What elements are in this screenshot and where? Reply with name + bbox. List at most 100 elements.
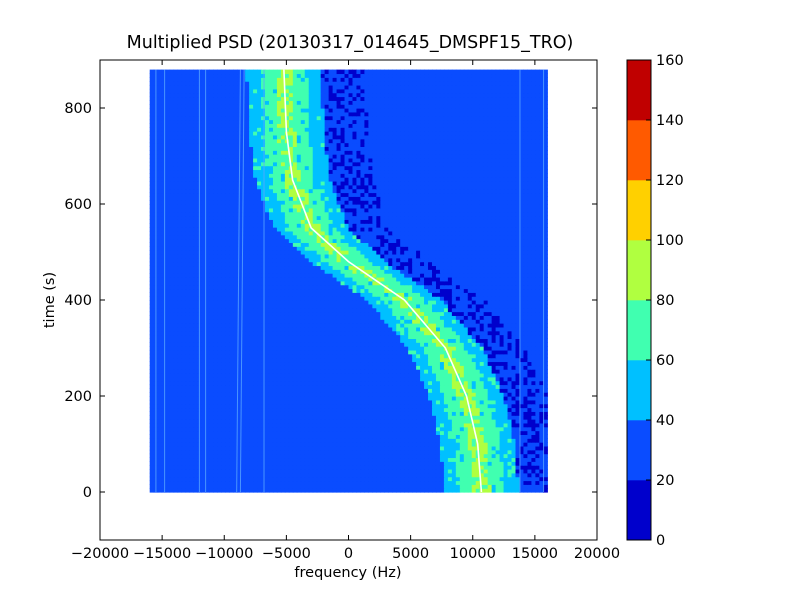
heatmap-cell [420, 369, 425, 374]
heatmap-cell [253, 438, 258, 443]
heatmap-cell [527, 346, 532, 351]
heatmap-cell [312, 488, 318, 493]
heatmap-cell [336, 415, 342, 420]
heatmap-cell [455, 472, 461, 478]
heatmap-cell [352, 376, 358, 382]
heatmap-cell [348, 323, 354, 328]
heatmap-cell [439, 307, 445, 313]
heatmap-cell [261, 334, 266, 339]
heatmap-cell [276, 449, 282, 455]
heatmap-cell [376, 323, 381, 328]
heatmap-cell [280, 422, 286, 428]
heatmap-cell [523, 476, 529, 482]
heatmap-cell [157, 380, 163, 386]
heatmap-cell [451, 403, 457, 409]
heatmap-cell [519, 357, 525, 363]
heatmap-cell [412, 300, 417, 305]
heatmap-cell [165, 419, 171, 424]
heatmap-cell [523, 442, 529, 447]
heatmap-cell [261, 430, 266, 435]
heatmap-cell [404, 468, 409, 474]
heatmap-cell [241, 449, 246, 455]
heatmap-cell [304, 392, 310, 397]
heatmap-cell [511, 480, 517, 485]
heatmap-cell [249, 376, 254, 382]
heatmap-cell [233, 369, 238, 374]
heatmap-cell [372, 422, 377, 428]
heatmap-cell [531, 319, 536, 324]
heatmap-cell [475, 415, 481, 420]
heatmap-cell [340, 457, 346, 462]
heatmap-cell [257, 415, 262, 420]
heatmap-cell [531, 426, 536, 432]
heatmap-cell [388, 388, 393, 393]
heatmap-cell [213, 361, 218, 366]
heatmap-cell [388, 361, 393, 366]
heatmap-cell [384, 407, 389, 412]
heatmap-cell [169, 323, 175, 328]
heatmap-cell [439, 376, 445, 382]
heatmap-cell [424, 468, 429, 474]
heatmap-cell [420, 303, 425, 309]
heatmap-cell [451, 303, 457, 309]
heatmap-cell [527, 457, 532, 462]
heatmap-cell [185, 422, 191, 428]
heatmap-cell [412, 438, 417, 443]
heatmap-cell [467, 342, 473, 347]
heatmap-cell [237, 422, 242, 428]
heatmap-cell [531, 338, 536, 343]
heatmap-cell [157, 357, 163, 363]
heatmap-cell [479, 338, 485, 343]
heatmap-cell [428, 468, 433, 474]
heatmap-cell [400, 434, 405, 439]
heatmap-cell [221, 326, 226, 332]
heatmap-cell [280, 449, 286, 455]
heatmap-cell [539, 357, 544, 363]
heatmap-cell [272, 353, 278, 359]
heatmap-cell [296, 342, 302, 347]
heatmap-cell [443, 326, 449, 332]
heatmap-cell [276, 369, 282, 374]
heatmap-cell [511, 488, 517, 493]
heatmap-cell [420, 380, 425, 386]
heatmap-cell [272, 453, 278, 459]
heatmap-cell [471, 300, 477, 305]
heatmap-cell [543, 399, 548, 405]
heatmap-cell [253, 349, 258, 355]
heatmap-cell [372, 453, 377, 459]
heatmap-cell [483, 396, 489, 401]
heatmap-cell [463, 372, 469, 378]
heatmap-cell [280, 453, 286, 459]
heatmap-cell [372, 330, 377, 336]
heatmap-cell [336, 434, 342, 439]
heatmap-cell [428, 472, 433, 478]
heatmap-cell [201, 346, 206, 351]
heatmap-cell [149, 323, 155, 328]
heatmap-cell [404, 357, 409, 363]
heatmap-cell [499, 365, 505, 370]
heatmap-cell [205, 357, 210, 363]
heatmap-cell [340, 307, 346, 313]
heatmap-cell [519, 319, 525, 324]
heatmap-cell [209, 396, 214, 401]
heatmap-cell [217, 461, 222, 466]
heatmap-cell [173, 349, 179, 355]
heatmap-cell [257, 476, 262, 482]
heatmap-cell [157, 422, 163, 428]
heatmap-cell [308, 392, 314, 397]
heatmap-cell [213, 476, 218, 482]
heatmap-cell [237, 399, 242, 405]
heatmap-cell [400, 449, 405, 455]
heatmap-cell [356, 426, 362, 432]
heatmap-cell [181, 319, 187, 324]
heatmap-cell [193, 372, 199, 378]
heatmap-cell [205, 422, 210, 428]
heatmap-cell [245, 430, 250, 435]
heatmap-cell [376, 361, 381, 366]
heatmap-cell [245, 411, 250, 416]
heatmap-cell [205, 307, 210, 313]
heatmap-cell [392, 372, 397, 378]
heatmap-cell [229, 334, 234, 339]
heatmap-cell [316, 303, 322, 309]
heatmap-cell [201, 315, 206, 320]
